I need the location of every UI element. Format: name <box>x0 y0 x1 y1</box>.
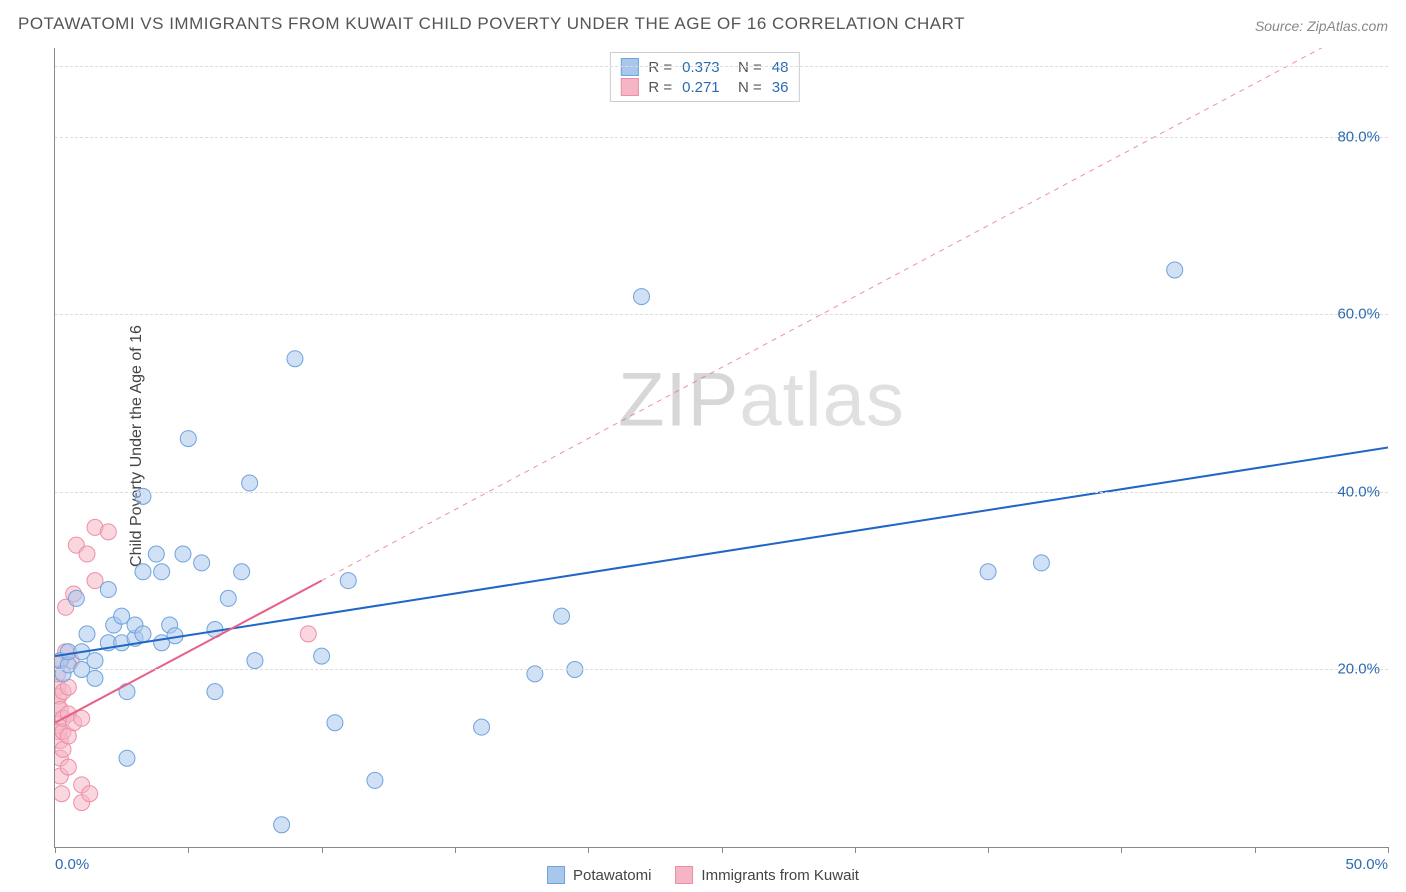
scatter-point <box>274 817 290 833</box>
chart-title: POTAWATOMI VS IMMIGRANTS FROM KUWAIT CHI… <box>18 14 965 34</box>
legend-stats: R = 0.373 N = 48 R = 0.271 N = 36 <box>609 52 799 102</box>
r-value: 0.271 <box>682 79 720 96</box>
scatter-point <box>74 710 90 726</box>
legend-label: Potawatomi <box>573 867 651 884</box>
scatter-point <box>82 786 98 802</box>
x-min-label: 0.0% <box>55 856 89 873</box>
scatter-point <box>287 351 303 367</box>
scatter-point <box>135 564 151 580</box>
scatter-point <box>367 772 383 788</box>
scatter-point <box>79 626 95 642</box>
r-key: R = <box>648 79 672 96</box>
legend-swatch <box>675 866 693 884</box>
scatter-point <box>87 670 103 686</box>
scatter-point <box>119 750 135 766</box>
x-tick <box>322 847 323 853</box>
n-key: N = <box>730 59 762 76</box>
legend-item: Potawatomi <box>547 866 651 884</box>
legend-swatch <box>547 866 565 884</box>
x-tick <box>455 847 456 853</box>
legend-label: Immigrants from Kuwait <box>701 867 859 884</box>
x-tick <box>188 847 189 853</box>
scatter-point <box>180 431 196 447</box>
scatter-point <box>100 524 116 540</box>
trend-line <box>55 581 322 723</box>
scatter-point <box>554 608 570 624</box>
scatter-point <box>980 564 996 580</box>
scatter-point <box>340 573 356 589</box>
n-value: 48 <box>772 59 789 76</box>
scatter-point <box>154 564 170 580</box>
legend-series: Potawatomi Immigrants from Kuwait <box>547 866 859 884</box>
scatter-point <box>87 653 103 669</box>
x-max-label: 50.0% <box>1345 856 1388 873</box>
scatter-point <box>234 564 250 580</box>
scatter-point <box>247 653 263 669</box>
scatter-point <box>148 546 164 562</box>
legend-stat-row: R = 0.373 N = 48 <box>620 57 788 77</box>
scatter-point <box>60 759 76 775</box>
legend-stat-row: R = 0.271 N = 36 <box>620 77 788 97</box>
scatter-point <box>119 684 135 700</box>
scatter-point <box>314 648 330 664</box>
scatter-point <box>194 555 210 571</box>
scatter-point <box>634 289 650 305</box>
plot-svg <box>55 48 1388 847</box>
gridline-h <box>55 137 1388 138</box>
gridline-h <box>55 314 1388 315</box>
scatter-point <box>207 684 223 700</box>
chart-container: POTAWATOMI VS IMMIGRANTS FROM KUWAIT CHI… <box>0 0 1406 892</box>
x-tick <box>855 847 856 853</box>
gridline-h <box>55 669 1388 670</box>
scatter-point <box>79 546 95 562</box>
scatter-point <box>1167 262 1183 278</box>
x-tick <box>1388 847 1389 853</box>
y-tick-label: 60.0% <box>1337 306 1380 323</box>
scatter-point <box>220 590 236 606</box>
gridline-h <box>55 66 1388 67</box>
legend-swatch <box>620 78 638 96</box>
scatter-point <box>100 582 116 598</box>
n-value: 36 <box>772 79 789 96</box>
gridline-h <box>55 492 1388 493</box>
scatter-point <box>175 546 191 562</box>
legend-swatch <box>620 58 638 76</box>
scatter-point <box>242 475 258 491</box>
x-tick <box>1121 847 1122 853</box>
scatter-point <box>135 626 151 642</box>
plot-area: ZIPatlas R =0.373 N =48 R =0.271 N =36 0… <box>54 48 1388 848</box>
r-key: R = <box>648 59 672 76</box>
scatter-point <box>474 719 490 735</box>
x-tick <box>1255 847 1256 853</box>
scatter-point <box>300 626 316 642</box>
x-tick <box>988 847 989 853</box>
source-attribution: Source: ZipAtlas.com <box>1255 18 1388 34</box>
r-value: 0.373 <box>682 59 720 76</box>
n-key: N = <box>730 79 762 96</box>
scatter-point <box>327 715 343 731</box>
scatter-point <box>527 666 543 682</box>
scatter-point <box>68 590 84 606</box>
legend-item: Immigrants from Kuwait <box>675 866 859 884</box>
x-tick <box>55 847 56 853</box>
x-tick <box>722 847 723 853</box>
x-tick <box>588 847 589 853</box>
scatter-point <box>1033 555 1049 571</box>
scatter-point <box>55 786 70 802</box>
scatter-point <box>135 488 151 504</box>
y-tick-label: 80.0% <box>1337 128 1380 145</box>
y-tick-label: 20.0% <box>1337 661 1380 678</box>
y-tick-label: 40.0% <box>1337 483 1380 500</box>
